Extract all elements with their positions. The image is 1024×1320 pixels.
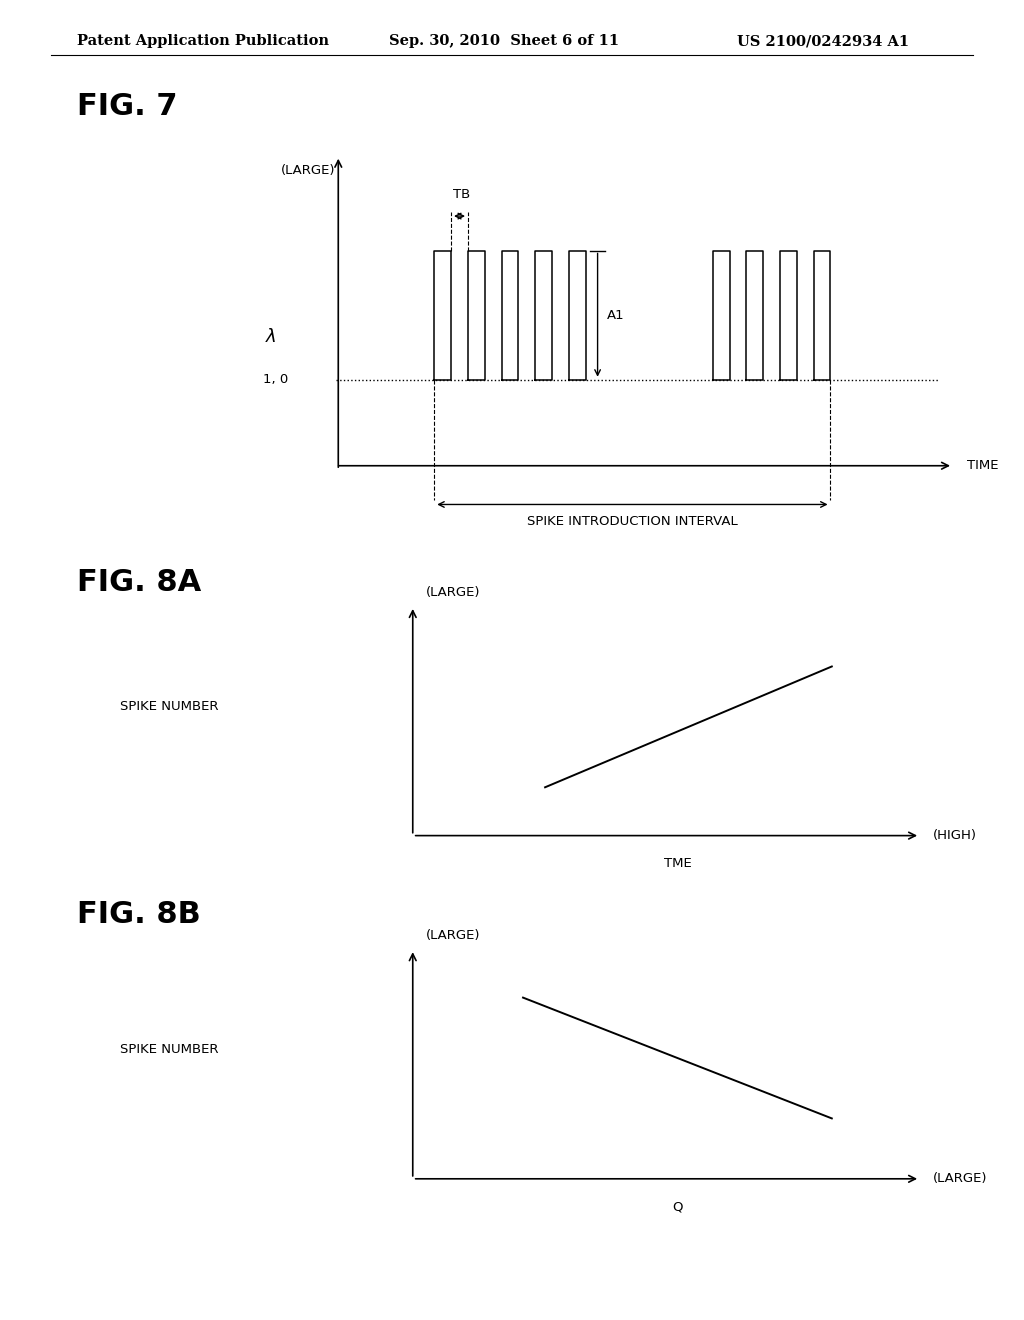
Text: λ: λ xyxy=(266,327,276,346)
Text: FIG. 7: FIG. 7 xyxy=(77,92,177,121)
Text: SPIKE NUMBER: SPIKE NUMBER xyxy=(120,700,218,713)
Text: A1: A1 xyxy=(607,309,625,322)
Text: SPIKE INTRODUCTION INTERVAL: SPIKE INTRODUCTION INTERVAL xyxy=(527,515,737,528)
Text: US 2100/0242934 A1: US 2100/0242934 A1 xyxy=(737,34,909,49)
Text: (LARGE): (LARGE) xyxy=(426,586,480,599)
Text: (LARGE): (LARGE) xyxy=(426,929,480,942)
Text: Q: Q xyxy=(672,1201,683,1213)
Text: SPIKE NUMBER: SPIKE NUMBER xyxy=(120,1043,218,1056)
Text: (HIGH): (HIGH) xyxy=(933,829,977,842)
Text: (LARGE): (LARGE) xyxy=(281,165,335,177)
Text: (LARGE): (LARGE) xyxy=(933,1172,988,1185)
Text: 1, 0: 1, 0 xyxy=(263,374,289,387)
Text: TB: TB xyxy=(454,187,471,201)
Text: FIG. 8B: FIG. 8B xyxy=(77,900,201,929)
Text: Patent Application Publication: Patent Application Publication xyxy=(77,34,329,49)
Text: Sep. 30, 2010  Sheet 6 of 11: Sep. 30, 2010 Sheet 6 of 11 xyxy=(389,34,620,49)
Text: FIG. 8A: FIG. 8A xyxy=(77,568,201,597)
Text: TIME: TIME xyxy=(968,459,998,473)
Text: TME: TME xyxy=(664,858,691,870)
